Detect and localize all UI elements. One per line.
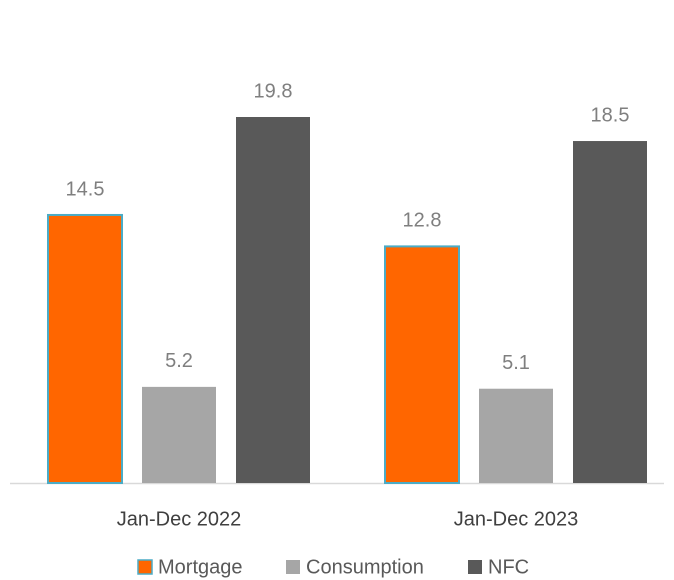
data-label: 5.2: [165, 350, 193, 372]
data-label: 19.8: [254, 80, 293, 102]
data-label: 14.5: [66, 178, 105, 200]
bar: [573, 141, 647, 483]
legend-label: Consumption: [306, 556, 424, 578]
data-label: 18.5: [591, 104, 630, 126]
bar: [47, 213, 123, 484]
bar: [479, 388, 553, 483]
legend-swatch: [468, 560, 482, 574]
bar: [384, 245, 460, 484]
data-label: 12.8: [403, 210, 442, 232]
legend-label: Mortgage: [158, 556, 243, 578]
x-tick-label: Jan-Dec 2022: [117, 508, 242, 530]
data-label: 5.1: [502, 352, 530, 374]
legend-swatch: [137, 559, 153, 575]
legend-swatch: [286, 560, 300, 574]
bar: [142, 386, 216, 483]
bar: [236, 117, 310, 483]
x-tick-label: Jan-Dec 2023: [454, 508, 579, 530]
legend-label: NFC: [488, 556, 529, 578]
